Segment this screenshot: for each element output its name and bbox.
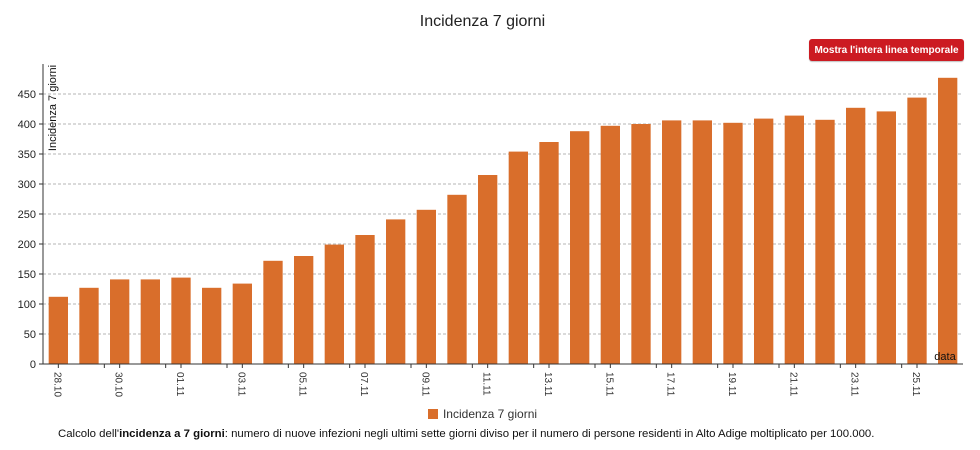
bar[interactable] [754,118,774,364]
x-tick-label: 30.10 [113,372,124,397]
bar[interactable] [815,119,835,364]
bar[interactable] [110,279,130,364]
grid-lines [43,93,963,335]
bar[interactable] [355,235,375,364]
legend-item[interactable]: Incidenza 7 giorni [427,407,538,421]
bar[interactable] [478,175,498,364]
bar[interactable] [324,244,344,364]
y-tick-label: 0 [30,359,36,371]
show-full-timeline-button[interactable]: Mostra l'intera linea temporale [809,39,964,61]
y-tick-label: 250 [18,209,36,221]
incidence-caption: Calcolo dell'incidenza a 7 giorni: numer… [58,428,968,440]
bar[interactable] [263,260,283,364]
chart-title: Incidenza 7 giorni [419,13,546,30]
x-tick-label: 05.11 [297,372,308,397]
y-tick-label: 150 [18,269,36,281]
bar[interactable] [846,107,866,365]
bar[interactable] [907,97,927,364]
y-tick-label: 300 [18,179,36,191]
legend-swatch [427,409,438,419]
x-tick-label: 28.10 [51,372,62,397]
y-tick-label: 400 [18,119,36,131]
x-tick-label: 17.11 [665,372,676,397]
y-tick-label: 450 [18,89,36,101]
x-tick-label: 21.11 [787,372,798,397]
bar[interactable] [662,120,682,365]
bar[interactable] [938,77,958,365]
x-tick-label: 01.11 [174,372,185,397]
bar[interactable] [692,120,712,365]
x-tick-label: 13.11 [542,372,553,397]
legend: Incidenza 7 giorni [0,407,965,422]
x-tick-label: 07.11 [358,372,369,397]
bar[interactable] [386,219,406,364]
x-tick-label: 09.11 [419,372,430,397]
bar[interactable] [508,151,528,364]
x-tick-label: 23.11 [849,372,860,397]
bar[interactable] [570,131,590,364]
y-tick-label: 200 [18,239,36,251]
bar[interactable] [171,277,191,364]
bar[interactable] [416,209,436,364]
bar[interactable] [140,279,160,364]
x-axis-label: data [934,351,956,363]
bar[interactable] [876,111,896,365]
bars [48,77,958,365]
bar[interactable] [232,283,252,364]
caption-text: : numero di nuove infezioni negli ultimi… [224,428,875,440]
caption-term: incidenza a 7 giorni [119,428,225,440]
x-tick-label: 15.11 [603,372,614,397]
y-tick-label: 350 [18,149,36,161]
x-tick-label: 03.11 [235,372,246,397]
y-axis-label: Incidenza 7 giorni [47,65,59,151]
caption-prefix: Calcolo dell' [58,428,120,440]
bar[interactable] [723,122,743,364]
bar[interactable] [202,287,222,364]
x-tick-label: 11.11 [481,372,492,396]
bar[interactable] [631,124,651,364]
bar[interactable] [447,194,467,364]
y-tick-label: 50 [24,329,36,341]
bar[interactable] [600,125,620,364]
bar[interactable] [294,256,314,364]
bar[interactable] [79,287,99,364]
y-tick-label: 100 [18,299,36,311]
bar[interactable] [48,296,68,364]
x-tick-label: 19.11 [726,372,737,397]
bar[interactable] [539,142,559,364]
bar[interactable] [784,115,804,364]
x-tick-label: 25.11 [910,372,921,397]
legend-label: Incidenza 7 giorni [442,407,538,421]
axes: 0 50 100 150 200 250 300 350 400 450 28.10 30.10 01.… [18,64,963,397]
